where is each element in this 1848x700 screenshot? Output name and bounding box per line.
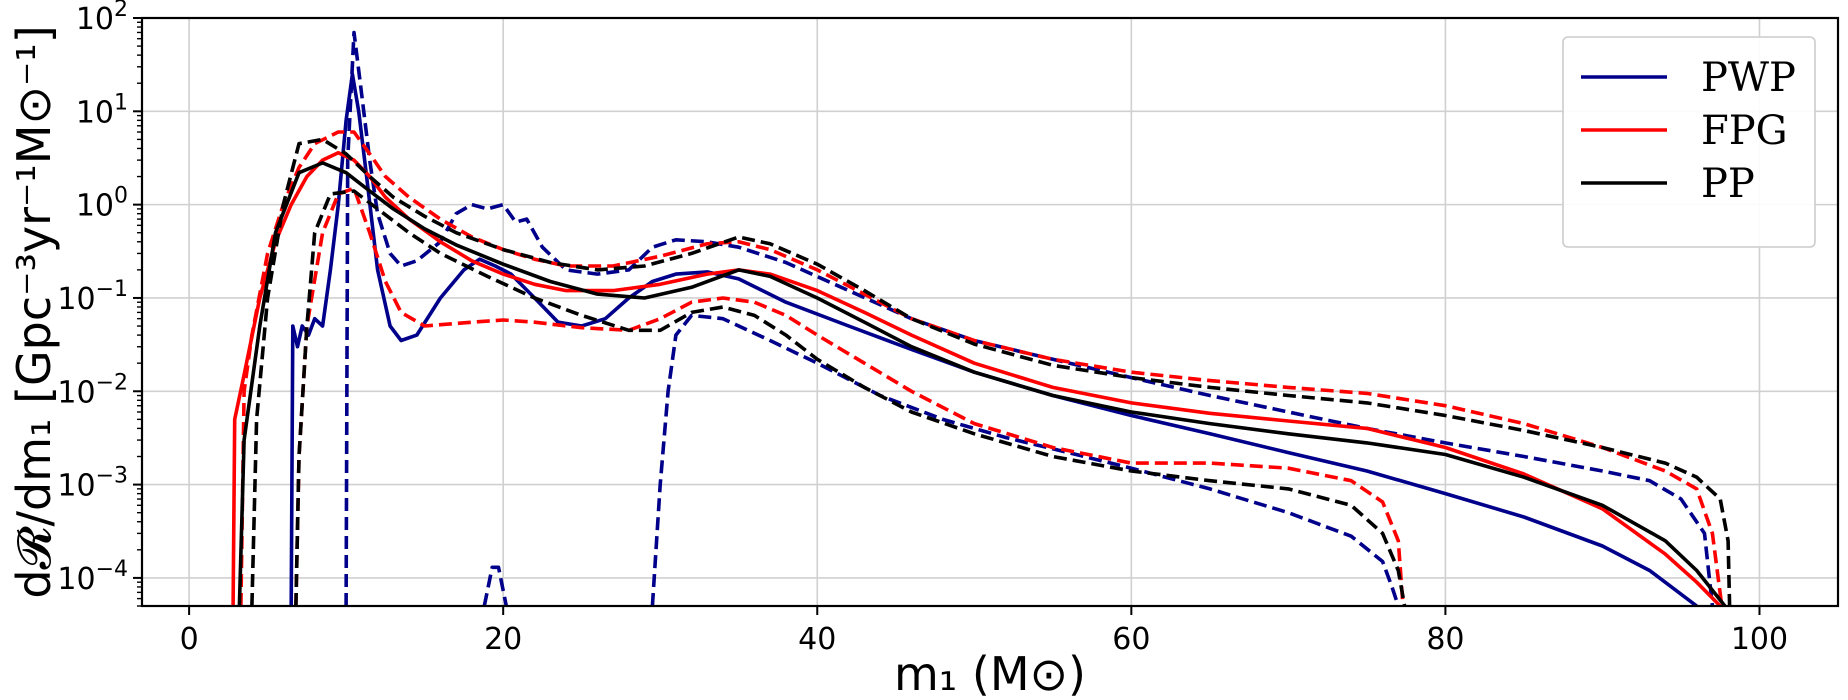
- series-line-pwp-upper: [344, 30, 1715, 606]
- series-line-pp-median: [237, 161, 1727, 606]
- y-tick-label: 100: [76, 184, 128, 224]
- series-line-pwp-median: [289, 72, 1698, 606]
- x-tick-label: 0: [180, 622, 199, 657]
- series-line-pp-upper: [250, 137, 1732, 606]
- x-axis-title: m₁ (M⊙): [894, 647, 1086, 700]
- x-tick-label: 100: [1731, 622, 1788, 657]
- tick-layer: 0 20 40 60 80 100 10−4 10−3 10−2 10−1 100 101 102: [57, 0, 1788, 657]
- legend-label-fpg: FPG: [1701, 108, 1788, 154]
- series-line-fpg-median: [231, 150, 1722, 606]
- y-tick-label: 10−4: [57, 557, 128, 597]
- x-tick-label: 60: [1112, 622, 1150, 657]
- legend-label-pp: PP: [1701, 161, 1755, 207]
- x-tick-label: 20: [484, 622, 522, 657]
- y-tick-label: 101: [76, 90, 128, 130]
- y-tick-label: 102: [76, 0, 128, 37]
- series-line-fpg-lower: [294, 186, 1405, 606]
- y-tick-label: 10−3: [57, 464, 128, 504]
- y-axis-title: d𝓡/dm₁ [Gpc⁻³yr⁻¹M⊙⁻¹]: [7, 25, 61, 598]
- series-line-pwp-lower: [650, 313, 1401, 606]
- y-tick-label: 10−1: [57, 277, 128, 317]
- x-tick-label: 80: [1426, 622, 1464, 657]
- legend: PWP FPG PP: [1562, 36, 1816, 248]
- series-line-fpg-upper: [239, 130, 1724, 606]
- series-line-pwp-lower-spike: [482, 565, 509, 606]
- x-tick-label: 40: [798, 622, 836, 657]
- y-tick-label: 10−2: [57, 370, 128, 410]
- legend-box: [1562, 36, 1816, 248]
- legend-label-pwp: PWP: [1701, 55, 1796, 101]
- series-layer: [231, 30, 1732, 606]
